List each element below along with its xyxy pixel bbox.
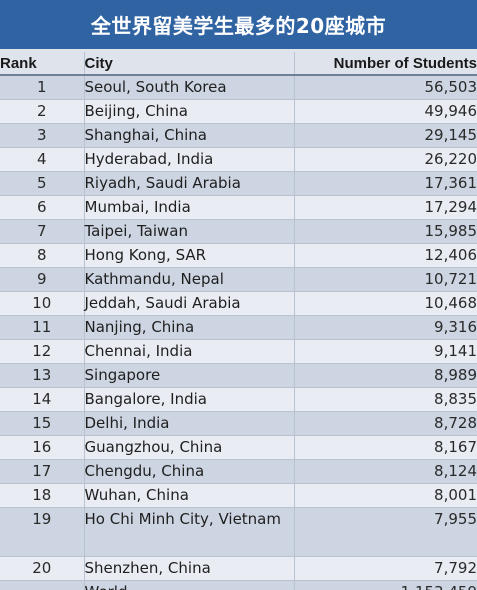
city-cell: Delhi, India	[83, 411, 294, 436]
table-row: 18 Wuhan, China 8,001	[0, 483, 477, 508]
rank-cell: 6	[0, 195, 84, 220]
table-row: 11 Nanjing, China 9,316	[0, 315, 477, 340]
students-cell: 56,503	[293, 75, 477, 100]
rank-cell: 5	[0, 171, 84, 196]
city-cell: Taipei, Taiwan	[83, 219, 294, 244]
table-row: 15 Delhi, India 8,728	[0, 411, 477, 436]
rank-cell: 9	[0, 267, 84, 292]
table-row: 8 Hong Kong, SAR 12,406	[0, 243, 477, 268]
rank-cell: 13	[0, 363, 84, 388]
city-cell: Shenzhen, China	[83, 556, 294, 581]
city-cell: Jeddah, Saudi Arabia	[83, 291, 294, 316]
city-cell: Kathmandu, Nepal	[83, 267, 294, 292]
students-cell: 17,294	[293, 195, 477, 220]
city-cell: Wuhan, China	[83, 483, 294, 508]
rank-cell: 16	[0, 435, 84, 460]
students-cell: 29,145	[293, 123, 477, 148]
table-row: 5 Riyadh, Saudi Arabia 17,361	[0, 171, 477, 196]
students-cell: 8,835	[293, 387, 477, 412]
students-cell: 8,001	[293, 483, 477, 508]
table-row: 1 Seoul, South Korea 56,503	[0, 75, 477, 100]
students-cell: 8,989	[293, 363, 477, 388]
students-cell: 8,124	[293, 459, 477, 484]
table-row-total: World 1,153,459	[0, 580, 477, 590]
table-body: 1 Seoul, South Korea 56,503 2 Beijing, C…	[0, 75, 477, 590]
city-cell: Nanjing, China	[83, 315, 294, 340]
table-row: 17 Chengdu, China 8,124	[0, 459, 477, 484]
page-title: 全世界留美学生最多的20座城市	[90, 14, 387, 38]
city-cell: Guangzhou, China	[83, 435, 294, 460]
city-cell: Seoul, South Korea	[83, 75, 294, 100]
column-header-rank: Rank	[0, 52, 84, 76]
table-row: 13 Singapore 8,989	[0, 363, 477, 388]
city-cell: Chennai, India	[83, 339, 294, 364]
students-cell: 1,153,459	[293, 580, 477, 590]
students-cell: 9,141	[293, 339, 477, 364]
rank-cell: 7	[0, 219, 84, 244]
table-row: 19 Ho Chi Minh City, Vietnam 7,955	[0, 507, 477, 557]
city-cell: Bangalore, India	[83, 387, 294, 412]
table-row: 10 Jeddah, Saudi Arabia 10,468	[0, 291, 477, 316]
city-cell: Hong Kong, SAR	[83, 243, 294, 268]
rank-cell: 12	[0, 339, 84, 364]
table-row: 14 Bangalore, India 8,835	[0, 387, 477, 412]
table-row: 20 Shenzhen, China 7,792	[0, 556, 477, 581]
rank-cell: 18	[0, 483, 84, 508]
students-cell: 12,406	[293, 243, 477, 268]
table-row: 7 Taipei, Taiwan 15,985	[0, 219, 477, 244]
students-cell: 9,316	[293, 315, 477, 340]
students-cell: 49,946	[293, 99, 477, 124]
students-cell: 8,728	[293, 411, 477, 436]
rank-cell: 1	[0, 75, 84, 100]
table-row: 3 Shanghai, China 29,145	[0, 123, 477, 148]
table-row: 4 Hyderabad, India 26,220	[0, 147, 477, 172]
rank-cell: 20	[0, 556, 84, 581]
rank-cell: 19	[0, 507, 84, 557]
city-cell: Hyderabad, India	[83, 147, 294, 172]
rank-cell: 3	[0, 123, 84, 148]
students-cell: 26,220	[293, 147, 477, 172]
cities-table: Rank City Number of Students 1 Seoul, So…	[0, 52, 477, 590]
rank-cell: 10	[0, 291, 84, 316]
rank-cell	[0, 580, 84, 590]
students-cell: 15,985	[293, 219, 477, 244]
city-cell: Singapore	[83, 363, 294, 388]
students-cell: 7,792	[293, 556, 477, 581]
rank-cell: 14	[0, 387, 84, 412]
students-cell: 7,955	[293, 507, 477, 557]
table-row: 12 Chennai, India 9,141	[0, 339, 477, 364]
table-row: 6 Mumbai, India 17,294	[0, 195, 477, 220]
students-cell: 10,468	[293, 291, 477, 316]
city-cell: Ho Chi Minh City, Vietnam	[83, 507, 294, 557]
rank-cell: 8	[0, 243, 84, 268]
students-cell: 8,167	[293, 435, 477, 460]
city-cell: Mumbai, India	[83, 195, 294, 220]
students-cell: 10,721	[293, 267, 477, 292]
rank-cell: 4	[0, 147, 84, 172]
column-header-students: Number of Students	[293, 52, 477, 76]
city-cell: Chengdu, China	[83, 459, 294, 484]
city-cell: Shanghai, China	[83, 123, 294, 148]
city-cell: Beijing, China	[83, 99, 294, 124]
table-row: 9 Kathmandu, Nepal 10,721	[0, 267, 477, 292]
table-row: 16 Guangzhou, China 8,167	[0, 435, 477, 460]
title-banner: 全世界留美学生最多的20座城市	[0, 0, 477, 49]
table-row: 2 Beijing, China 49,946	[0, 99, 477, 124]
students-cell: 17,361	[293, 171, 477, 196]
city-cell: World	[83, 580, 294, 590]
rank-cell: 17	[0, 459, 84, 484]
column-header-city: City	[83, 52, 294, 76]
rank-cell: 2	[0, 99, 84, 124]
rank-cell: 11	[0, 315, 84, 340]
table-header-row: Rank City Number of Students	[0, 52, 477, 76]
city-cell: Riyadh, Saudi Arabia	[83, 171, 294, 196]
rank-cell: 15	[0, 411, 84, 436]
